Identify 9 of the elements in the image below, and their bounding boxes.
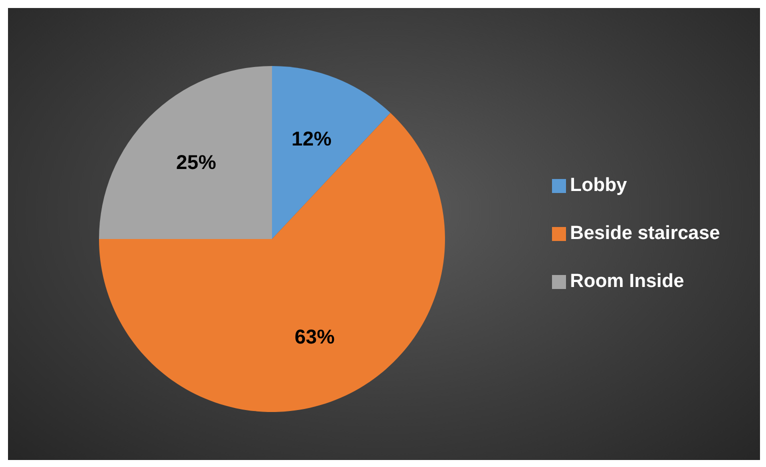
pie-slice [272, 66, 390, 239]
data-label: 12% [291, 128, 332, 150]
data-label: 63% [294, 326, 335, 348]
legend-label: Room Inside [570, 271, 684, 292]
legend-label: Lobby [570, 175, 627, 196]
pie-slice [99, 112, 445, 412]
data-label: 25% [176, 152, 216, 174]
pie-slice [99, 66, 272, 239]
legend-label: Beside staircase [570, 223, 720, 244]
